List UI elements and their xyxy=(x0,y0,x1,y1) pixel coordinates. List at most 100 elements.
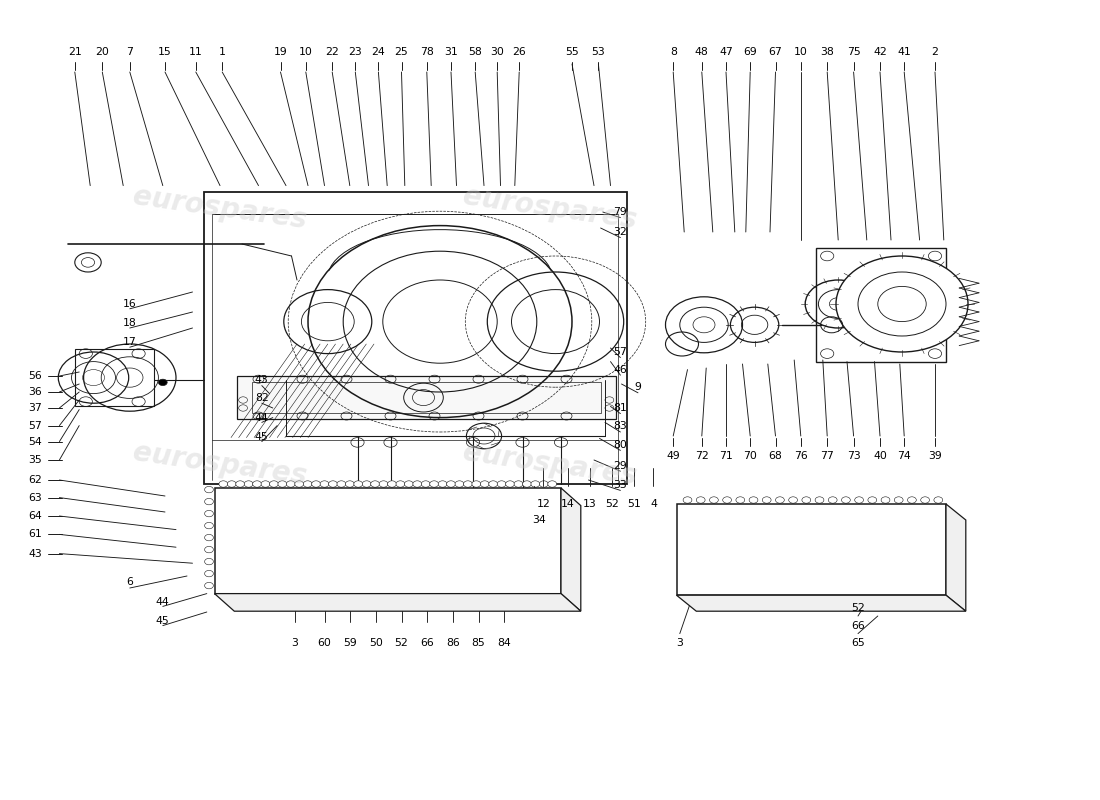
Text: 75: 75 xyxy=(847,47,860,57)
Text: 53: 53 xyxy=(592,47,605,57)
Text: 17: 17 xyxy=(123,338,136,347)
Text: eurospares: eurospares xyxy=(131,182,309,234)
Text: 62: 62 xyxy=(29,475,42,485)
Circle shape xyxy=(536,498,542,502)
Text: 31: 31 xyxy=(444,47,458,57)
Text: 34: 34 xyxy=(532,515,546,525)
Text: 2: 2 xyxy=(932,47,938,57)
Circle shape xyxy=(506,481,515,487)
Text: 81: 81 xyxy=(614,403,627,413)
Text: 23: 23 xyxy=(349,47,362,57)
Circle shape xyxy=(228,481,236,487)
Text: 68: 68 xyxy=(769,451,782,461)
Text: 39: 39 xyxy=(928,451,942,461)
Text: 10: 10 xyxy=(299,47,312,57)
Circle shape xyxy=(522,481,531,487)
Text: 58: 58 xyxy=(469,47,482,57)
Text: 41: 41 xyxy=(898,47,911,57)
Circle shape xyxy=(379,481,388,487)
Circle shape xyxy=(205,582,213,589)
Circle shape xyxy=(233,498,240,502)
Circle shape xyxy=(531,481,540,487)
Text: 29: 29 xyxy=(614,461,627,470)
Text: 7: 7 xyxy=(126,47,133,57)
Text: 57: 57 xyxy=(29,421,42,430)
Text: 77: 77 xyxy=(821,451,834,461)
Text: 70: 70 xyxy=(744,451,757,461)
Circle shape xyxy=(683,497,692,503)
Text: 54: 54 xyxy=(29,437,42,446)
Circle shape xyxy=(789,497,797,503)
Circle shape xyxy=(158,379,167,386)
Text: 79: 79 xyxy=(614,207,627,217)
Text: 66: 66 xyxy=(851,621,865,630)
Text: 47: 47 xyxy=(719,47,733,57)
Circle shape xyxy=(472,481,481,487)
Text: 21: 21 xyxy=(68,47,81,57)
Text: 43: 43 xyxy=(29,549,42,558)
Text: 14: 14 xyxy=(561,499,574,509)
Text: 84: 84 xyxy=(497,638,510,648)
Text: 52: 52 xyxy=(851,603,865,613)
Circle shape xyxy=(405,481,414,487)
Text: 6: 6 xyxy=(126,578,133,587)
Circle shape xyxy=(205,534,213,541)
Circle shape xyxy=(488,481,497,487)
Text: 73: 73 xyxy=(847,451,860,461)
Circle shape xyxy=(481,481,490,487)
Text: 67: 67 xyxy=(769,47,782,57)
Circle shape xyxy=(438,481,447,487)
Circle shape xyxy=(354,481,363,487)
Text: 49: 49 xyxy=(667,451,680,461)
FancyBboxPatch shape xyxy=(770,524,902,575)
Text: 3: 3 xyxy=(292,638,298,648)
Polygon shape xyxy=(214,488,561,594)
Circle shape xyxy=(205,486,213,493)
Text: 15: 15 xyxy=(158,47,172,57)
Circle shape xyxy=(362,481,371,487)
Circle shape xyxy=(447,481,455,487)
Circle shape xyxy=(320,481,329,487)
Text: 46: 46 xyxy=(614,365,627,374)
Text: 51: 51 xyxy=(627,499,640,509)
Text: eurospares: eurospares xyxy=(131,438,309,490)
Text: 1: 1 xyxy=(219,47,225,57)
Circle shape xyxy=(295,481,304,487)
Text: 13: 13 xyxy=(583,499,596,509)
Circle shape xyxy=(253,481,262,487)
Circle shape xyxy=(921,497,929,503)
Circle shape xyxy=(497,481,506,487)
Circle shape xyxy=(894,497,903,503)
Circle shape xyxy=(762,497,771,503)
Polygon shape xyxy=(676,595,966,611)
Circle shape xyxy=(205,546,213,553)
Circle shape xyxy=(908,497,916,503)
Circle shape xyxy=(455,481,464,487)
Circle shape xyxy=(539,481,548,487)
Circle shape xyxy=(371,481,380,487)
Circle shape xyxy=(868,497,877,503)
Circle shape xyxy=(205,558,213,565)
Text: 35: 35 xyxy=(29,455,42,465)
Text: 44: 44 xyxy=(156,597,169,606)
Text: 64: 64 xyxy=(29,511,42,521)
Text: 85: 85 xyxy=(472,638,485,648)
Circle shape xyxy=(233,582,240,586)
Circle shape xyxy=(881,497,890,503)
Circle shape xyxy=(205,522,213,529)
Text: 11: 11 xyxy=(189,47,202,57)
Circle shape xyxy=(710,497,718,503)
Text: 30: 30 xyxy=(491,47,504,57)
Text: 52: 52 xyxy=(395,638,408,648)
Text: 82: 82 xyxy=(255,394,268,403)
Text: 4: 4 xyxy=(650,499,657,509)
Text: 20: 20 xyxy=(96,47,109,57)
Circle shape xyxy=(345,481,354,487)
Circle shape xyxy=(244,481,253,487)
Circle shape xyxy=(842,497,850,503)
Text: 59: 59 xyxy=(343,638,356,648)
Circle shape xyxy=(329,481,338,487)
Text: 42: 42 xyxy=(873,47,887,57)
Text: 10: 10 xyxy=(794,47,807,57)
Text: 44: 44 xyxy=(255,413,268,422)
